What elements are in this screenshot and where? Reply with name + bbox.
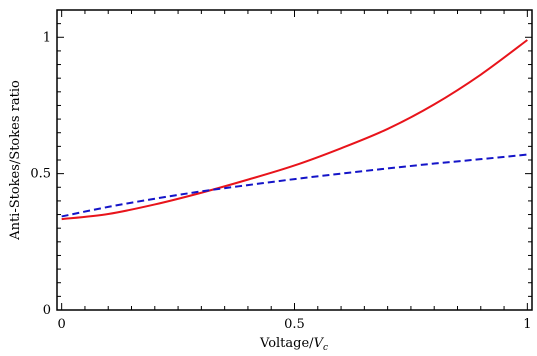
tick-marks <box>57 9 532 311</box>
x-tick-label: 0 <box>58 317 66 332</box>
x-axis-label: Voltage/Vc <box>259 336 328 353</box>
y-tick-label: 1 <box>43 30 51 45</box>
tick-labels: 0 0.5 1 0 0.5 1 <box>30 30 531 332</box>
series-line-solid-red <box>61 39 528 221</box>
x-tick-label: 0.5 <box>284 317 305 332</box>
y-tick-label: 0 <box>43 303 51 318</box>
series-lines <box>61 39 528 221</box>
y-axis-label: Anti-Stokes/Stokes ratio <box>8 80 23 241</box>
plot-frame <box>56 9 533 311</box>
x-tick-label: 1 <box>523 317 531 332</box>
y-tick-label: 0.5 <box>30 167 51 182</box>
series-line-dashed-blue <box>61 153 528 218</box>
